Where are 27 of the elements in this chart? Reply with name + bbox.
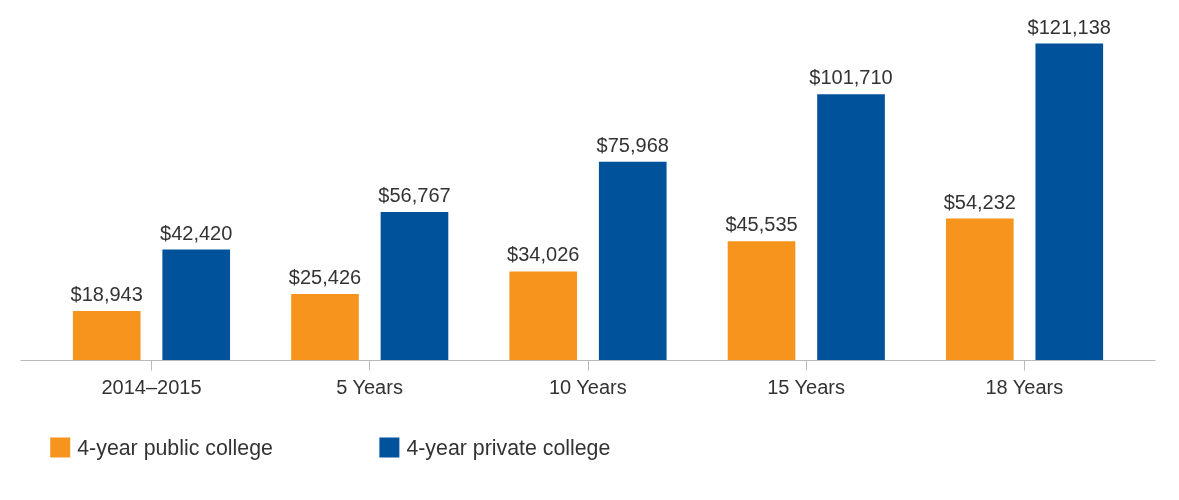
bar [509,271,578,361]
bar [598,161,667,361]
bar [945,218,1014,361]
data-label: $45,535 [725,213,798,236]
data-label: $75,968 [596,133,669,156]
bar [727,241,796,361]
data-label: $34,026 [507,243,580,266]
legend-label: 4-year public college [77,435,273,460]
bar [1035,43,1104,361]
x-tick-label: 10 Years [548,375,627,398]
legend-label: 4-year private college [406,435,611,460]
bar [72,310,141,361]
bar [291,293,359,361]
data-label: $56,767 [378,183,451,206]
data-label: $101,710 [809,66,893,89]
data-label: $54,232 [943,190,1016,213]
x-tick-label: 18 Years [985,375,1064,398]
data-label: $18,943 [70,282,143,305]
data-label: $121,138 [1027,15,1111,38]
bar [380,211,449,361]
bar [162,249,231,361]
data-label: $25,426 [288,265,362,288]
data-label: $42,420 [160,221,233,244]
x-tick-label: 2014–2015 [101,375,202,398]
x-tick-label: 15 Years [767,375,846,398]
bar [817,94,885,361]
x-tick-label: 5 Years [336,375,403,398]
